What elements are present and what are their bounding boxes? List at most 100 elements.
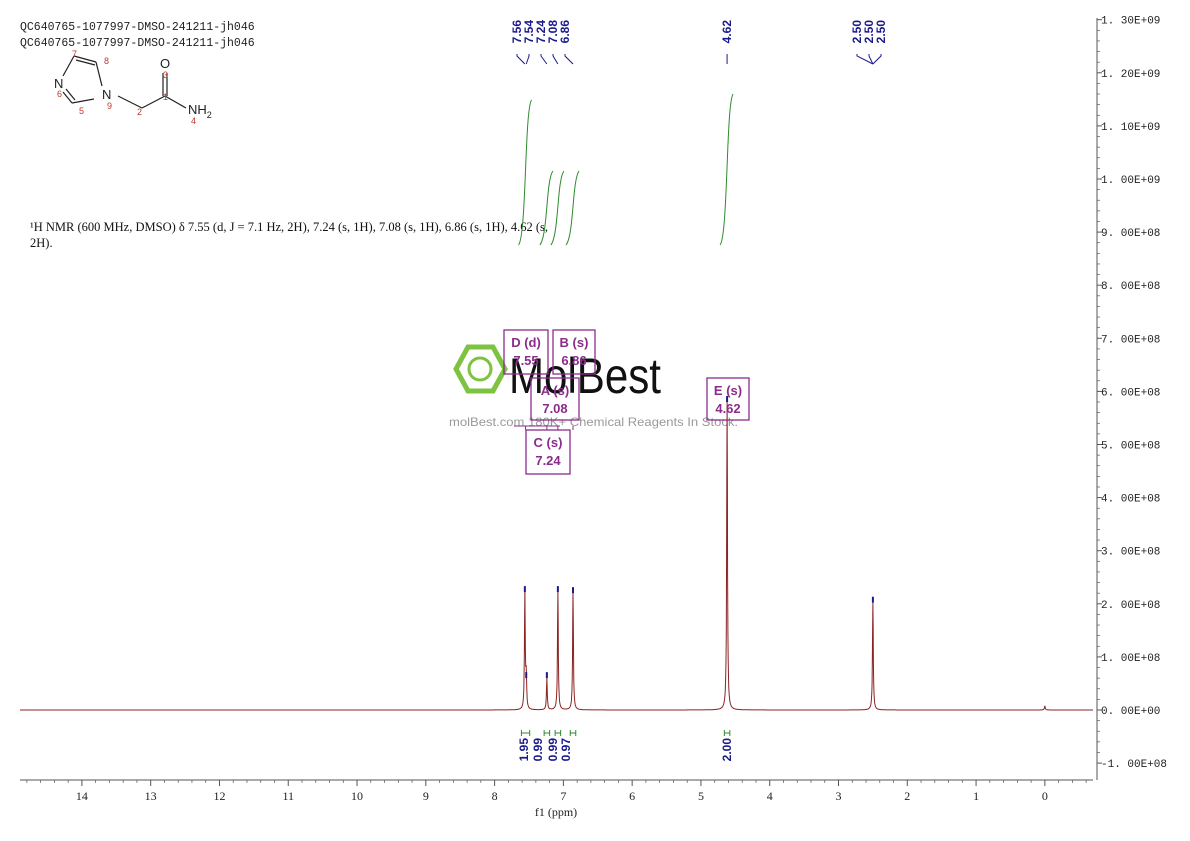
structure-labels: O N N NH2 7 8 6 9 5 2 1 3 4 [54,49,212,126]
x-tick-label: 10 [351,789,363,803]
nmr-description-line-1: ¹H NMR (600 MHz, DMSO) δ 7.55 (d, J = 7.… [30,220,548,234]
integral-value: 0.99 [546,738,560,762]
y-tick-label: 1. 00E+09 [1101,175,1160,187]
multiplet-shift: 7.08 [542,401,567,416]
multiplet-name: B (s) [560,335,589,350]
multiplet-box [530,377,580,421]
x-tick-label: 8 [492,789,498,803]
multiplet-shift: 7.24 [535,453,561,468]
multiplet-shift: 7.55 [513,353,538,368]
integral-curve [518,99,533,246]
integral-value: 2.00 [720,738,734,762]
peak-label: 2.50 [862,20,876,44]
y-axis: 1. 30E+09 1. 20E+09 1. 10E+09 1. 00E+09 9. 0… [1096,16,1167,780]
peak-connector [856,54,874,65]
atom-nh2: NH2 [188,102,212,120]
multiplet-box [525,429,571,475]
multiplet-boxes: D (d) 7.55 B (s) 6.86 A (s) 7.08 C (s) 7.24 E (s… [503,329,750,475]
x-axis-label: f1 (ppm) [535,805,577,819]
watermark-brand: MolBest [509,348,661,404]
peak-connector [868,54,874,65]
integral-value: 0.97 [559,738,573,762]
x-tick-label: 14 [76,789,88,803]
atom-nitrogen-9: N [102,87,111,102]
x-tick-label: 9 [423,789,429,803]
atom-oxygen: O [160,56,170,71]
y-tick-label: 9. 00E+08 [1101,228,1160,240]
integral-curve [565,170,580,246]
peak-label: 7.08 [546,20,560,44]
integral-curve [550,170,565,246]
atom-number: 6 [57,89,62,99]
integral-curve [719,93,734,246]
peak-connector [552,54,559,65]
y-tick-label: 6. 00E+08 [1101,387,1160,399]
watermark-logo-ring-icon [467,356,493,382]
chemical-structure [62,55,187,109]
peak-label: 7.56 [510,20,524,44]
spectrum-trace [20,401,1093,711]
y-tick-label: 8. 00E+08 [1101,281,1160,293]
nmr-description-line-2: 2H). [30,236,53,250]
y-tick-label: 1. 20E+09 [1101,69,1160,81]
x-tick-label: 2 [904,789,910,803]
peak-connector [564,54,574,65]
y-tick-label: 5. 00E+08 [1101,441,1160,453]
multiplet-name: A (s) [541,383,569,398]
x-tick-label: 13 [145,789,157,803]
atom-nitrogen-6: N [54,76,63,91]
x-tick-label: 0 [1042,789,1048,803]
x-tick-label: 3 [836,789,842,803]
peak-connector [872,54,882,65]
atom-number: 2 [137,107,142,117]
x-tick-label: 11 [282,789,294,803]
multiplet-box [503,329,549,375]
peak-connector [516,54,526,65]
integral-value: 1.95 [517,738,531,762]
peak-connector [540,54,548,65]
y-tick-label: 2. 00E+08 [1101,600,1160,612]
y-tick-label: 1. 30E+09 [1101,16,1160,28]
spectrum-line [20,401,1093,711]
integral-curve [539,170,554,246]
y-tick-label: 3. 00E+08 [1101,547,1160,559]
integral-curves [518,93,734,246]
multiplet-shift: 6.86 [561,353,586,368]
atom-number: 4 [191,116,196,126]
atom-number: 5 [79,106,84,116]
atom-number: 8 [104,56,109,66]
peak-labels: 7.567.547.247.086.86 4.62 2.502.502.50 [510,20,888,65]
atom-number: 3 [163,70,168,80]
peak-label: 4.62 [720,20,734,44]
multiplet-name: E (s) [714,383,742,398]
watermark: MolBest molBest.com 180K+ Chemical Reage… [449,344,738,429]
atom-number: 7 [72,49,77,59]
atom-number: 1 [163,92,168,102]
sample-id-line-2: QC640765-1077997-DMSO-241211-jh046 [20,37,255,50]
y-tick-label: 0. 00E+00 [1101,706,1160,718]
y-tick-label: 4. 00E+08 [1101,494,1160,506]
y-tick-label: -1. 00E+08 [1101,759,1167,771]
peak-label: 7.24 [534,20,548,44]
y-tick-label: 1. 00E+08 [1101,653,1160,665]
atom-number: 9 [107,101,112,111]
watermark-logo-icon [453,344,508,394]
integral-labels: 1.95 0.99 0.99 0.97 2.00 [517,730,734,761]
peak-connector [525,54,530,65]
multiplet-name: D (d) [511,335,541,350]
x-axis: 14 13 12 11 10 9 8 7 6 5 4 3 2 1 0f1 (ppm) [20,779,1093,819]
x-tick-label: 5 [698,789,704,803]
integral-value: 0.99 [531,738,545,762]
x-tick-label: 7 [560,789,566,803]
sample-id-line-1: QC640765-1077997-DMSO-241211-jh046 [20,21,255,34]
multiplet-name: C (s) [534,435,563,450]
y-tick-label: 1. 10E+09 [1101,122,1160,134]
peak-pick-markers [523,396,874,679]
multiplet-box [706,377,750,421]
peak-label: 7.54 [522,20,536,44]
watermark-tagline: molBest.com 180K+ Chemical Reagents In S… [449,415,738,429]
peak-label: 2.50 [874,20,888,44]
x-tick-label: 4 [767,789,773,803]
x-tick-label: 12 [213,789,225,803]
